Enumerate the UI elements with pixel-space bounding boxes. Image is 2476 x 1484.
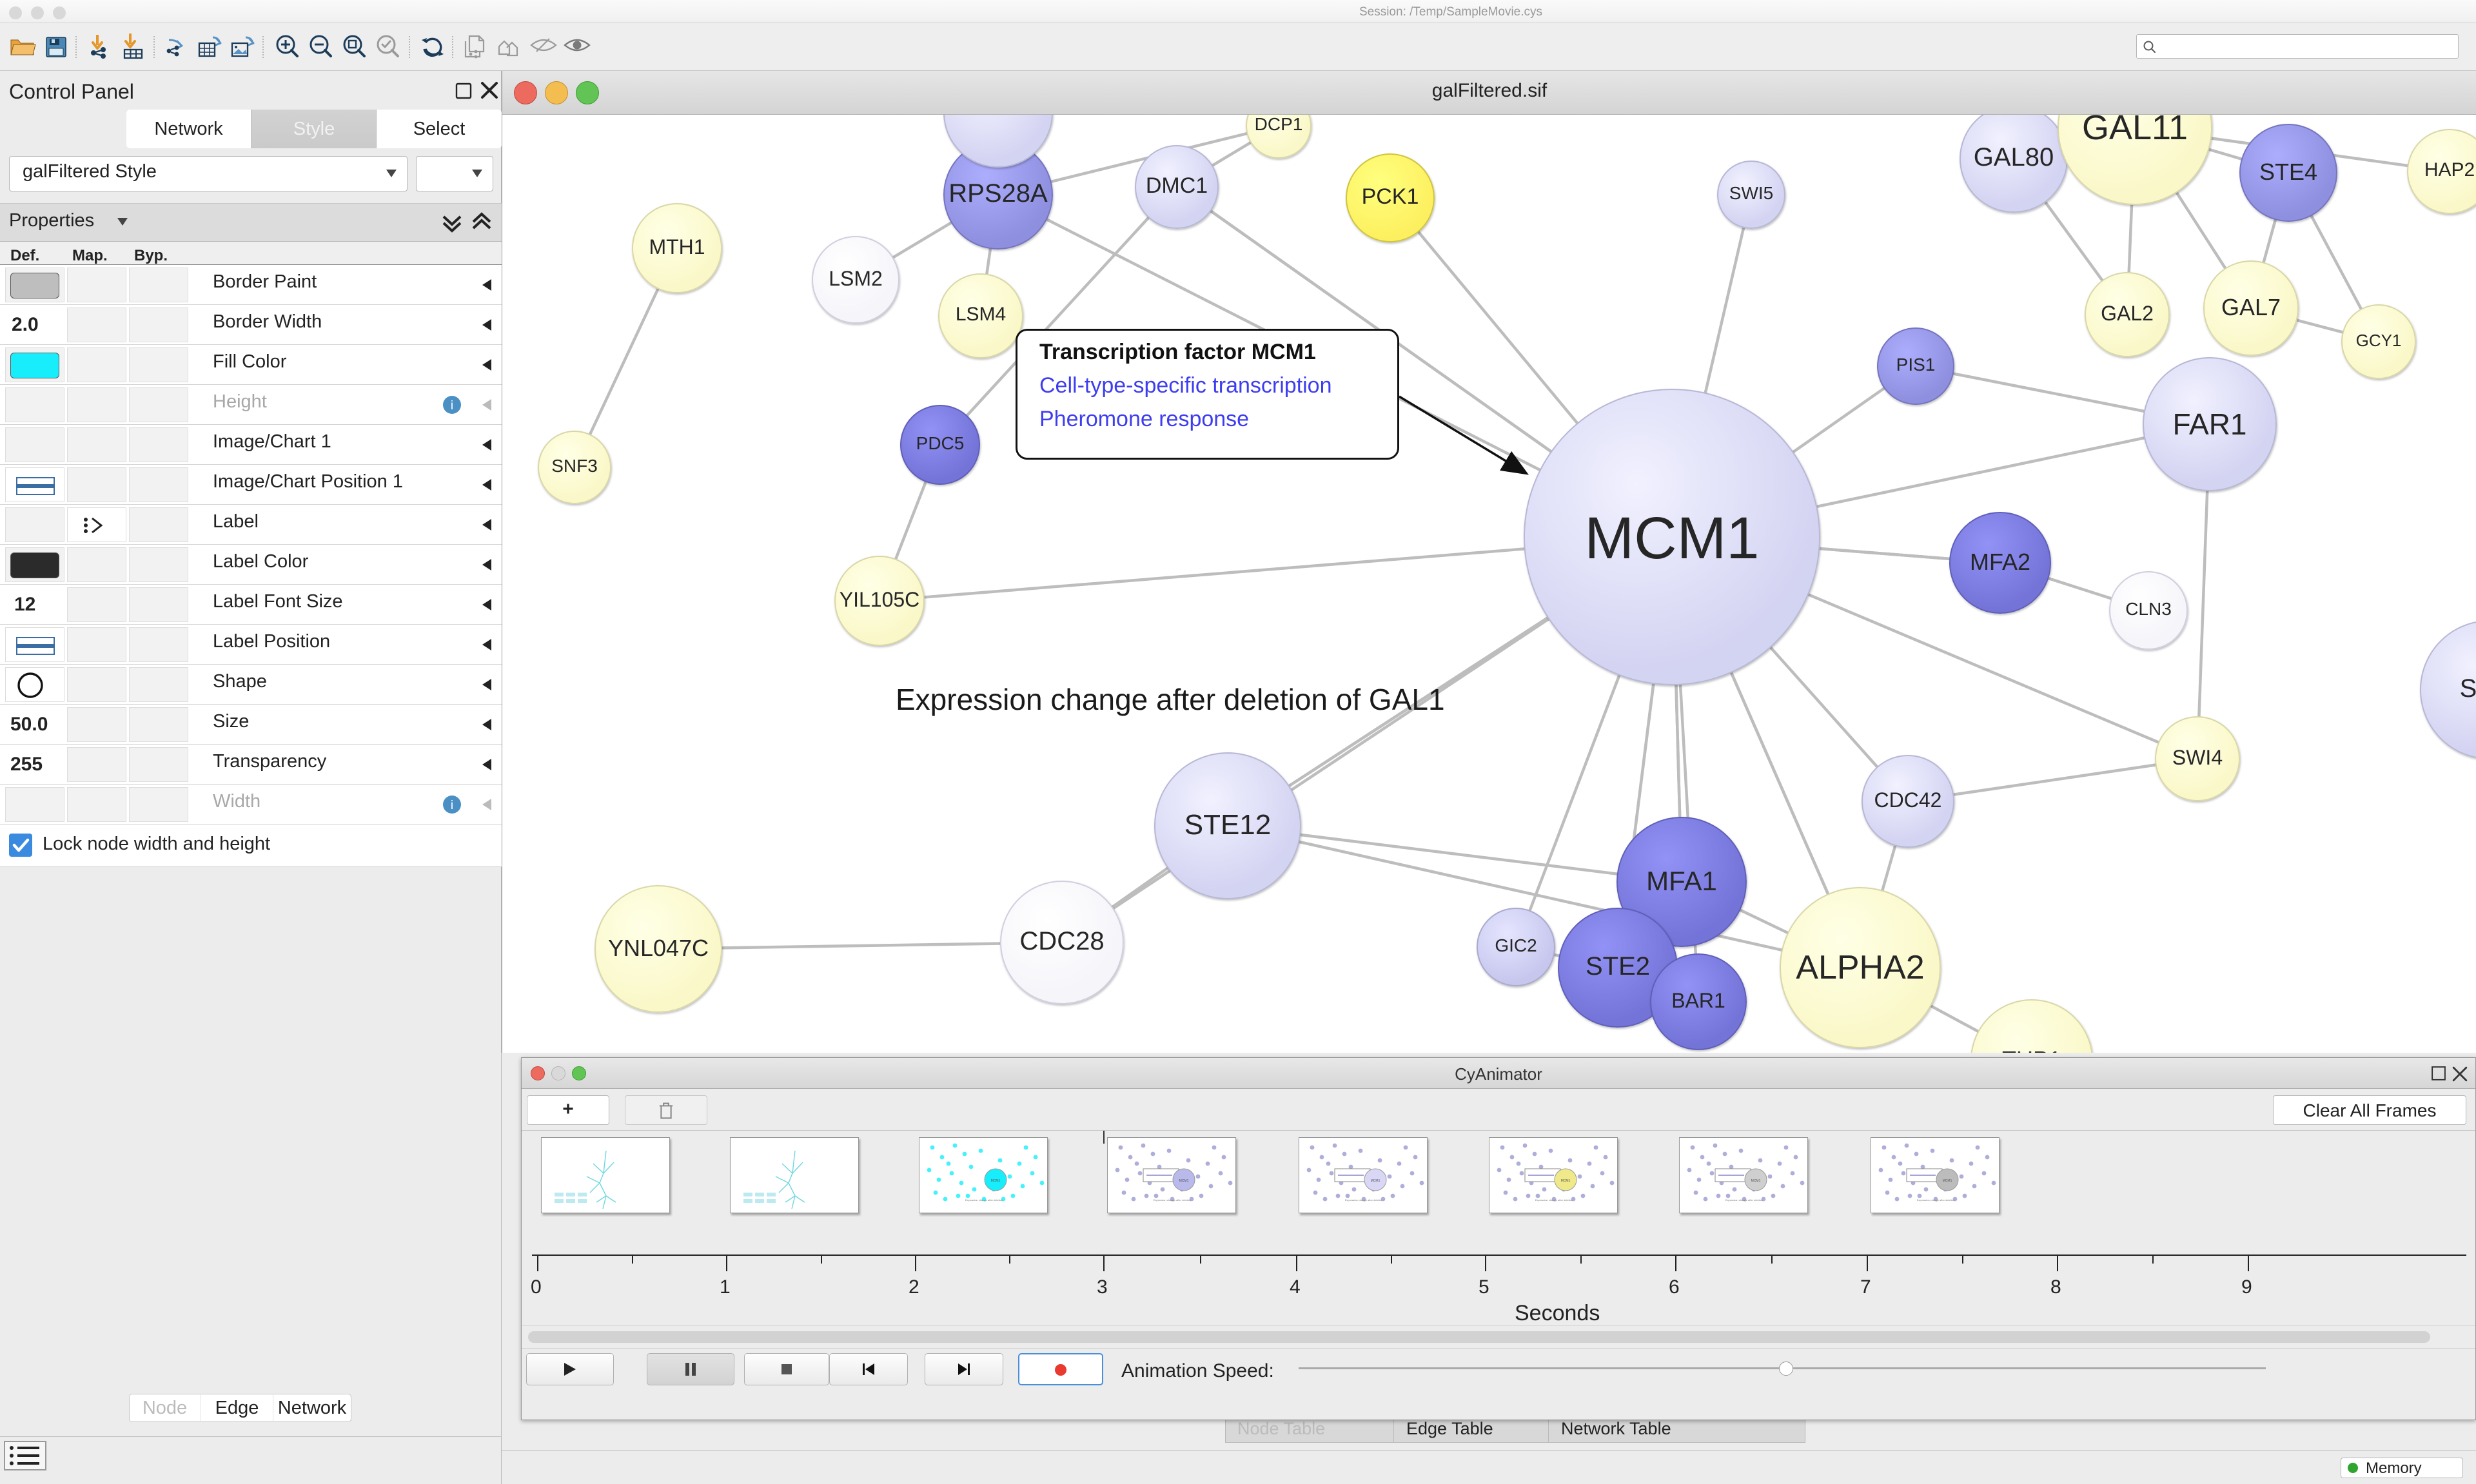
svg-text:MCM1: MCM1 [991,1179,1001,1183]
svg-text:Expression change after deleti: Expression change after deletion [1535,1198,1573,1202]
svg-text:i: i [451,399,453,413]
svg-text:MCM1: MCM1 [1943,1179,1952,1183]
svg-text:MCM1: MCM1 [1179,1179,1189,1183]
svg-text:i: i [451,799,453,812]
svg-text:MCM1: MCM1 [1371,1179,1380,1183]
svg-text:MCM1: MCM1 [1751,1179,1761,1183]
svg-text:Expression change after deleti: Expression change after deletion [1154,1198,1191,1202]
svg-text:Expression change after deleti: Expression change after deletion [1917,1198,1954,1202]
svg-text:Expression change after deleti: Expression change after deletion [965,1198,1003,1202]
svg-text:MCM1: MCM1 [1561,1179,1571,1183]
svg-text:Expression change after deleti: Expression change after deletion [1345,1198,1382,1202]
svg-text:Expression change after deleti: Expression change after deletion [1725,1198,1763,1202]
